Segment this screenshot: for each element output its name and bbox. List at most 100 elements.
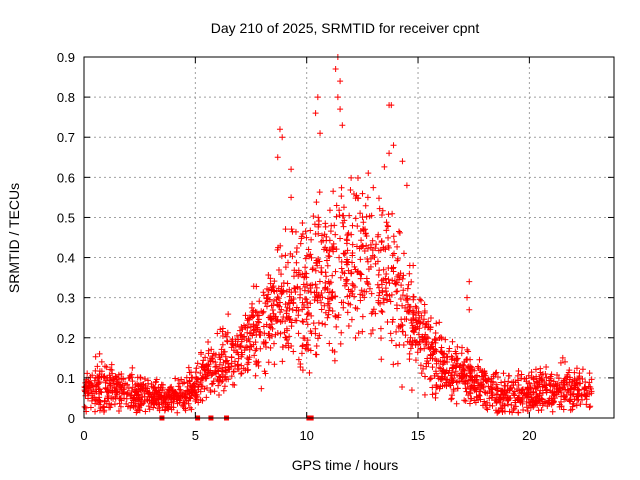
data-point: [449, 338, 456, 345]
x-tick-label: 0: [80, 428, 87, 443]
data-point: [288, 166, 295, 173]
data-point: [101, 373, 108, 380]
data-point: [562, 358, 569, 365]
data-point: [216, 378, 223, 385]
data-point: [348, 316, 355, 323]
data-point: [348, 270, 355, 277]
data-point: [262, 339, 269, 346]
data-point: [214, 330, 221, 337]
data-point: [571, 369, 578, 376]
data-point: [404, 285, 411, 292]
data-point: [224, 338, 231, 345]
data-point: [251, 352, 258, 359]
data-point: [384, 222, 391, 229]
data-point: [209, 380, 216, 387]
data-point: [389, 210, 396, 217]
data-point: [381, 163, 388, 170]
data-point: [330, 188, 337, 195]
data-point: [349, 222, 356, 229]
data-point: [85, 378, 92, 385]
y-tick-label: 0.8: [57, 90, 75, 105]
data-point: [300, 335, 307, 342]
data-point: [277, 330, 284, 337]
data-point: [244, 355, 251, 362]
data-point: [324, 314, 331, 321]
data-point: [260, 292, 267, 299]
data-point: [350, 191, 357, 198]
data-point: [337, 274, 344, 281]
data-point: [105, 395, 112, 402]
data-point: [368, 244, 375, 251]
data-point: [168, 403, 175, 410]
data-point: [85, 379, 92, 386]
data-point: [505, 372, 512, 379]
data-point: [270, 298, 277, 305]
data-point: [207, 367, 214, 374]
data-point: [217, 373, 224, 380]
data-point: [357, 256, 364, 263]
data-point: [310, 320, 317, 327]
data-point: [208, 372, 215, 379]
data-point: [413, 338, 420, 345]
data-point: [476, 382, 483, 389]
data-point: [349, 280, 356, 287]
data-point: [297, 291, 304, 298]
data-point: [586, 379, 593, 386]
data-point: [279, 318, 286, 325]
data-point: [313, 199, 320, 206]
data-point: [387, 298, 394, 305]
data-point: [498, 379, 505, 386]
data-point: [291, 267, 298, 274]
data-point: [452, 350, 459, 357]
data-point: [312, 351, 319, 358]
data-point: [266, 334, 273, 341]
data-point: [336, 212, 343, 219]
data-point: [369, 309, 376, 316]
data-point: [441, 382, 448, 389]
y-tick-label: 0.9: [57, 50, 75, 65]
data-point: [158, 381, 165, 388]
data-point: [186, 404, 193, 411]
data-point: [531, 380, 538, 387]
data-point: [329, 272, 336, 279]
data-point: [498, 387, 505, 394]
data-point: [354, 223, 361, 230]
data-point: [304, 321, 311, 328]
data-point: [549, 388, 556, 395]
data-point: [117, 403, 124, 410]
data-point: [340, 204, 347, 211]
data-point: [391, 250, 398, 257]
data-point: [338, 329, 345, 336]
data-point: [95, 380, 102, 387]
data-point: [289, 306, 296, 313]
data-point: [120, 375, 127, 382]
data-point: [353, 192, 360, 199]
data-point: [92, 367, 99, 374]
data-point: [181, 379, 188, 386]
data-point: [279, 343, 286, 350]
data-point: [312, 281, 319, 288]
x-axis-label: GPS time / hours: [292, 457, 399, 473]
data-point: [368, 330, 375, 337]
data-point: [250, 323, 257, 330]
data-point: [331, 348, 338, 355]
data-point: [518, 389, 525, 396]
data-point: [414, 349, 421, 356]
data-point: [250, 307, 257, 314]
grid-lines: [84, 57, 614, 418]
data-point: [98, 368, 105, 375]
data-point: [204, 384, 211, 391]
data-point: [299, 318, 306, 325]
data-point: [144, 387, 151, 394]
data-point: [124, 389, 131, 396]
data-point: [255, 312, 262, 319]
data-point: [146, 406, 153, 413]
data-point: [256, 328, 263, 335]
data-point: [579, 375, 586, 382]
data-point: [299, 306, 306, 313]
data-point: [337, 235, 344, 242]
data-point: [182, 407, 189, 414]
data-point: [361, 247, 368, 254]
data-point: [379, 309, 386, 316]
data-point: [382, 285, 389, 292]
